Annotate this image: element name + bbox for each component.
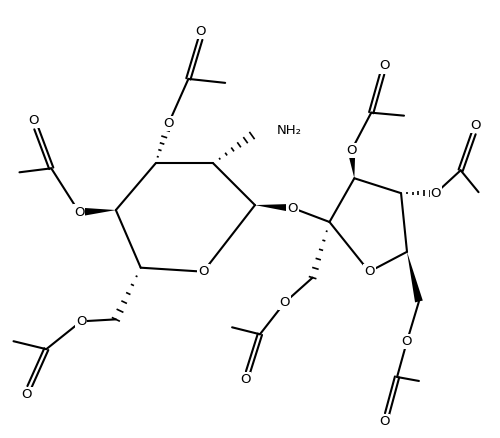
Text: O: O: [470, 119, 481, 132]
Polygon shape: [255, 204, 293, 212]
Text: O: O: [28, 114, 38, 127]
Polygon shape: [407, 252, 423, 302]
Text: O: O: [74, 205, 85, 219]
Polygon shape: [348, 150, 356, 178]
Text: O: O: [198, 265, 208, 278]
Text: O: O: [346, 144, 356, 157]
Polygon shape: [79, 208, 116, 216]
Text: O: O: [240, 374, 250, 386]
Text: O: O: [21, 389, 32, 401]
Text: O: O: [379, 60, 390, 72]
Text: O: O: [288, 201, 298, 215]
Text: O: O: [379, 415, 390, 428]
Text: O: O: [280, 296, 290, 309]
Text: O: O: [76, 315, 86, 328]
Text: O: O: [364, 265, 374, 278]
Text: O: O: [402, 335, 412, 348]
Text: O: O: [164, 117, 174, 130]
Text: O: O: [430, 187, 441, 200]
Text: O: O: [195, 25, 205, 38]
Text: NH₂: NH₂: [277, 124, 302, 137]
